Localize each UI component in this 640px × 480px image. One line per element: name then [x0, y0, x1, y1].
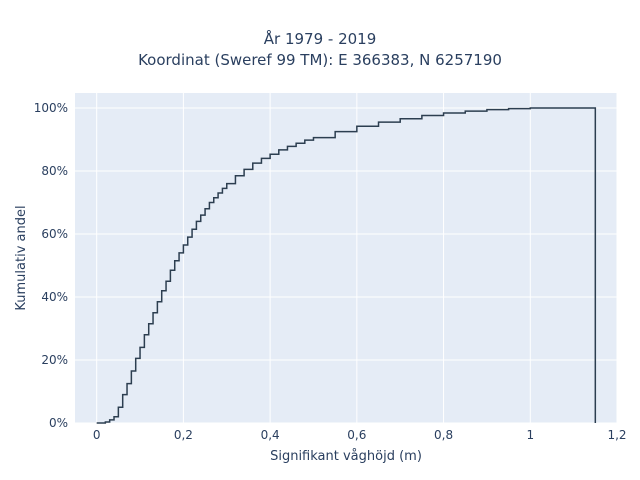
y-axis-ticks: 0% 20% 40% 60% 80% 100%: [34, 101, 68, 430]
x-tick-label: 0,6: [347, 428, 366, 442]
y-tick-label: 60%: [41, 227, 68, 241]
y-tick-label: 80%: [41, 164, 68, 178]
chart-title-line-2: Koordinat (Sweref 99 TM): E 366383, N 62…: [138, 51, 502, 69]
gridlines: [75, 93, 618, 424]
cdf-step-line: [96, 107, 597, 424]
x-tick-label: 0,4: [261, 428, 280, 442]
x-tick-label: 0,2: [174, 428, 193, 442]
x-axis-title: Signifikant våghöjd (m): [270, 449, 422, 464]
plot-area: [75, 93, 617, 423]
x-axis-ticks: 0 0,2 0,4 0,6 0,8 1 1,2: [93, 428, 627, 442]
y-axis-title: Kumulativ andel: [14, 205, 29, 310]
x-tick-label: 0: [93, 428, 101, 442]
x-tick-label: 1: [526, 428, 534, 442]
y-tick-label: 40%: [41, 290, 68, 304]
x-tick-label: 1,2: [607, 428, 626, 442]
x-tick-label: 0,8: [434, 428, 453, 442]
y-tick-label: 0%: [49, 416, 68, 430]
chart-title-line-1: År 1979 - 2019: [263, 30, 377, 48]
y-tick-label: 100%: [34, 101, 68, 115]
y-tick-label: 20%: [41, 353, 68, 367]
